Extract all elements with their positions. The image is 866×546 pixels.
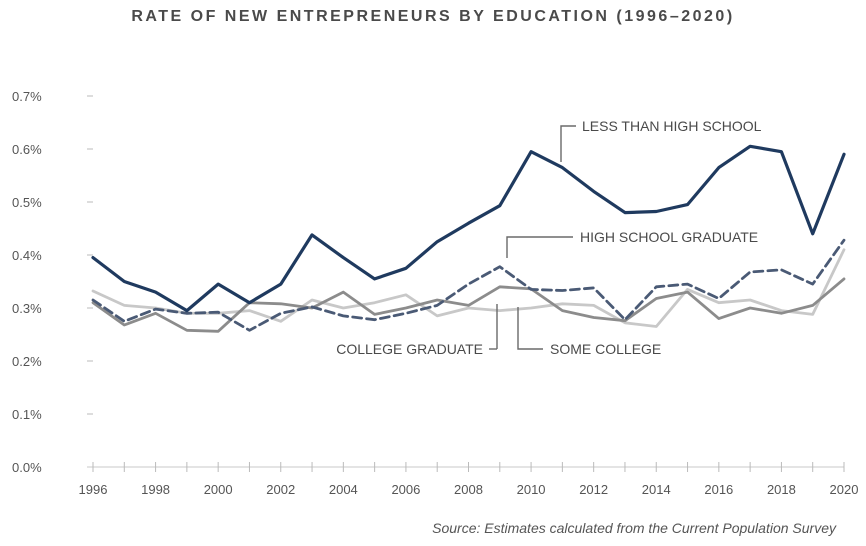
x-tick-label: 2016: [704, 482, 733, 497]
annotation-label: SOME COLLEGE: [550, 341, 661, 357]
series-line-high-school-graduate: [91, 238, 846, 332]
y-tick-label: 0.6%: [12, 142, 42, 157]
x-tick-label: 2012: [579, 482, 608, 497]
y-tick-label: 0.2%: [12, 354, 42, 369]
x-tick-label: 2008: [454, 482, 483, 497]
annotation-label: LESS THAN HIGH SCHOOL: [582, 118, 762, 134]
series-line-college-graduate: [91, 277, 846, 333]
annotation-leader: [560, 125, 576, 162]
series-lines: [91, 144, 846, 333]
x-tick-label: 2014: [642, 482, 671, 497]
x-tick-label: 2002: [266, 482, 295, 497]
x-tick-label: 1998: [141, 482, 170, 497]
axes: 0.0% 0.1% 0.2% 0.3% 0.4% 0.5% 0.6% 0.7% 1996 1998…: [12, 89, 858, 497]
y-tick-label: 0.0%: [12, 460, 42, 475]
source-note: Source: Estimates calculated from the Cu…: [432, 520, 836, 536]
x-tick-label: 2010: [517, 482, 546, 497]
x-tick-label: 2000: [204, 482, 233, 497]
x-tick-label: 2020: [830, 482, 859, 497]
annotations: LESS THAN HIGH SCHOOL HIGH SCHOOL GRADUAT…: [336, 118, 761, 357]
annotation-leader: [517, 307, 543, 350]
y-tick-label: 0.7%: [12, 89, 42, 104]
x-tick-label: 2006: [391, 482, 420, 497]
annotation-leader: [506, 236, 573, 258]
annotation-label: HIGH SCHOOL GRADUATE: [580, 229, 758, 245]
y-tick-label: 0.4%: [12, 248, 42, 263]
y-tick-label: 0.3%: [12, 301, 42, 316]
x-tick-label: 2018: [767, 482, 796, 497]
x-tick-label: 2004: [329, 482, 358, 497]
chart-title: RATE OF NEW ENTREPRENEURS BY EDUCATION (…: [131, 8, 735, 25]
series-line-less-than-high-school: [91, 144, 846, 313]
x-tick-label: 1996: [79, 482, 108, 497]
y-tick-label: 0.5%: [12, 195, 42, 210]
annotation-label: COLLEGE GRADUATE: [336, 341, 483, 357]
y-tick-label: 0.1%: [12, 407, 42, 422]
